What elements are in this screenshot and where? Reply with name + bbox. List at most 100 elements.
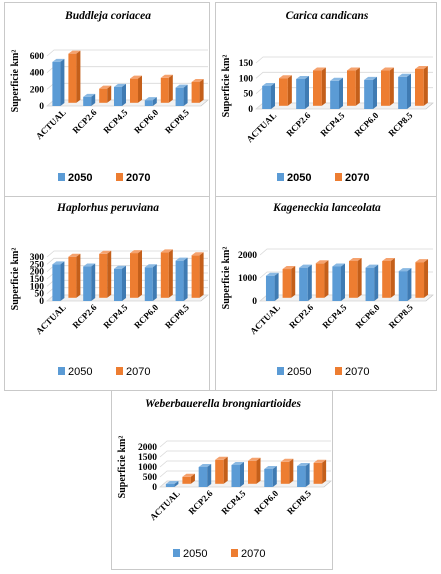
bar-front [381,70,390,106]
bar-2070-ACTUAL [68,50,81,103]
bar-side [307,264,312,301]
bar-2070-RCP4.5 [248,457,261,484]
x-category-label: RCP6.0 [252,488,280,516]
bar-side [183,257,188,301]
bar-side [272,466,277,487]
y-tick-label: 50 [35,290,45,300]
legend-swatch [58,173,65,181]
chart-title: Carica candicans [286,10,369,22]
bar-2070-ACTUAL [68,253,81,298]
bar-side [76,50,81,103]
x-category-label: RCP2.6 [71,107,99,135]
bar-side [223,456,228,484]
x-category-label: RCP2.6 [71,302,99,330]
bar-top [113,83,126,87]
legend-swatch [116,173,123,181]
y-tick-label: 2000 [238,251,257,261]
bar-front [113,268,122,301]
x-category-label: RCP2.6 [287,302,315,330]
bar-side [60,261,65,301]
x-category-label: ACTUAL [34,107,68,141]
y-tick-label: 2000 [138,443,157,453]
legend-label: 2070 [345,172,369,184]
y-tick-label: 150 [239,59,254,69]
bar-side [373,76,377,109]
bar-front [52,61,61,106]
bar-top [191,252,204,256]
chart-panel-weberbauerella: Weberbauerella brongniartioides Superfici… [111,390,333,570]
bar-2050-RCP2.6 [296,75,309,109]
x-category-label: RCP6.0 [132,107,160,135]
bar-side [138,250,143,298]
bar-side [91,93,96,106]
bar-2070-RCP6.0 [280,458,294,484]
bar-front [398,271,408,301]
x-category-label: ACTUAL [248,302,282,336]
legend-label: 2050 [287,366,311,378]
bar-2050-RCP6.0 [264,466,277,487]
legend-item-2070: 2070 [116,172,150,184]
bar-side [321,67,326,106]
bar-side [122,83,126,106]
bar-2050-RCP4.5 [113,265,126,301]
bar-side [407,73,411,109]
bar-2070-RCP2.6 [99,85,112,103]
bar-side [389,67,394,106]
bar-side [289,458,294,484]
y-tick-label: 500 [143,473,158,483]
bar-front [297,466,306,487]
x-category-label: ACTUAL [34,302,68,336]
bar-top [175,257,188,261]
bar-side [240,462,244,487]
chart-svg-buddleja: Buddleja coriacea Superficie km² 0 200 400 60… [10,10,209,184]
chart-title: Weberbauerella brongniartioides [145,398,302,410]
bar-side [390,258,395,298]
y-tick-label: 400 [30,69,45,79]
bar-top [381,67,394,71]
bar-2070-ACTUAL [279,75,292,106]
bar-front [265,275,275,301]
x-category-label: RCP8.5 [285,488,313,516]
y-tick-label: 100 [30,282,45,292]
bar-2070-RCP2.6 [215,456,228,484]
legend-label: 2070 [345,366,369,378]
y-axis-label: Superficie km² [10,50,21,113]
x-category-label: RCP6.0 [352,110,380,138]
y-tick-label: 600 [30,52,45,62]
gridline [259,248,433,256]
bar-top [398,73,411,77]
bar-front [364,79,373,109]
bar-front [144,100,153,106]
bar-top [365,264,379,268]
bar-2050-RCP2.6 [198,464,212,487]
bar-2070-RCP8.5 [191,252,204,298]
bar-top [160,249,173,253]
y-axis-label: Superficie km² [221,247,232,310]
bar-2050-RCP6.0 [144,264,157,301]
gridline [159,440,331,448]
bar-front [330,80,339,109]
x-category-label: RCP6.0 [132,302,160,330]
bar-side [374,264,379,301]
bar-top [99,250,112,254]
bar-front [313,462,323,484]
bar-top [198,464,212,467]
bar-front [68,256,77,298]
y-axis-label: Superficie km² [221,55,232,118]
legend-item-2070: 2070 [231,548,265,560]
bar-top [175,84,188,88]
bar-top [248,457,261,461]
bar-top [165,481,179,484]
y-tick-label: 0 [39,102,44,112]
bar-2050-RCP8.5 [175,84,188,106]
bar-2070-RCP8.5 [191,78,204,103]
bar-2070-RCP2.6 [99,250,112,298]
bar-top [382,258,395,261]
chart-svg-weberbauerella: Weberbauerella brongniartioides Superfici… [117,398,332,560]
legend-item-2050: 2050 [277,172,311,184]
legend-swatch [58,367,65,375]
bar-side [199,78,204,103]
bar-top [68,50,81,54]
bar-2070-RCP4.5 [349,258,362,298]
bar-front [130,78,139,103]
